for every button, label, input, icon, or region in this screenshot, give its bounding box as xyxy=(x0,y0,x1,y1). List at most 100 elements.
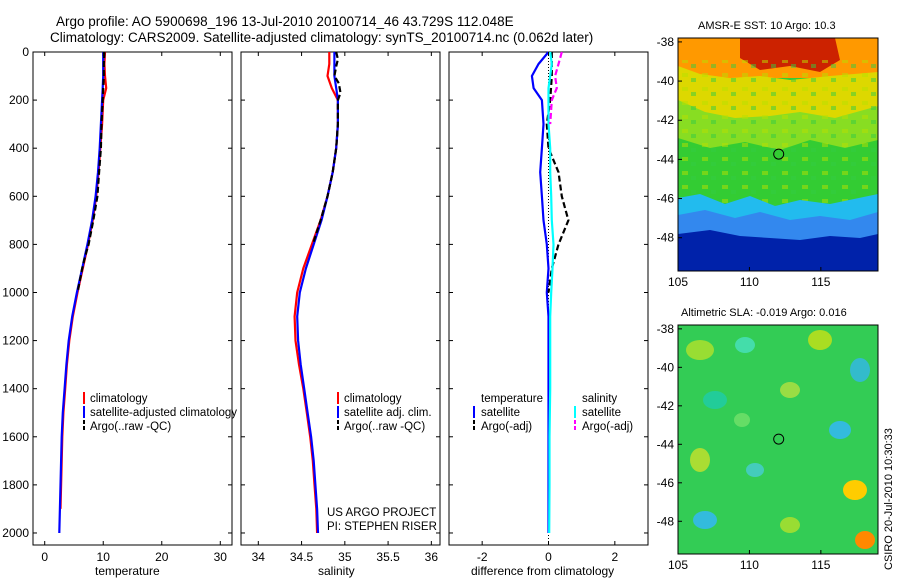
temperature-xlabel: temperature xyxy=(95,564,160,578)
legend-argo-label: Argo(..raw -QC) xyxy=(344,421,425,433)
sla-blob xyxy=(734,413,750,427)
map-y-tick-label: -40 xyxy=(657,74,675,88)
sla-argo-location-marker xyxy=(773,433,785,445)
legend-salinity-heading: salinity xyxy=(582,393,617,405)
map-x-tick-label: 110 xyxy=(740,275,759,289)
sla-blob xyxy=(855,531,875,549)
sla-blob xyxy=(686,340,714,360)
map-y-tick-label: -44 xyxy=(657,152,675,166)
map-y-tick-label: -40 xyxy=(657,360,675,374)
map-y-tick-label: -48 xyxy=(657,514,675,528)
x-tick-label: 0 xyxy=(545,550,552,564)
side-timestamp: CSIRO 20-Jul-2010 10:30:33 xyxy=(883,428,895,570)
series-climatology xyxy=(293,52,339,534)
y-tick-label: 1000 xyxy=(2,285,29,299)
sla-blob xyxy=(850,358,870,382)
legend-climatology-label: climatology xyxy=(90,393,148,405)
sla-blob xyxy=(703,391,727,409)
x-tick-label: 35.5 xyxy=(376,550,400,564)
map-y-tick-label: -42 xyxy=(657,399,675,413)
x-tick-label: 20 xyxy=(155,550,169,564)
legend-satellite-label: satellite-adjusted climatology xyxy=(90,407,237,419)
sla-blob xyxy=(693,511,717,529)
map-y-tick-label: -38 xyxy=(657,322,675,336)
legend-temp-argo-label: Argo(-adj) xyxy=(481,421,532,433)
x-tick-label: 35 xyxy=(338,550,352,564)
sla-blob xyxy=(808,330,832,350)
salinity-xlabel: salinity xyxy=(318,564,355,578)
salinity-axes xyxy=(240,51,441,546)
sst-map-ticks: 105 110 115 -38 -40 -42 -44 -46 -48 xyxy=(657,35,831,289)
y-tick-label: 1800 xyxy=(2,478,29,492)
x-tick-label: 34 xyxy=(252,550,266,564)
credit-line-2: PI: STEPHEN RISER xyxy=(327,521,437,533)
sla-blob xyxy=(780,517,800,533)
y-tick-label: 1200 xyxy=(2,334,29,348)
y-tick-label: 600 xyxy=(9,189,29,203)
map-y-tick-label: -38 xyxy=(657,35,675,49)
map-y-tick-label: -44 xyxy=(657,437,675,451)
sst-argo-location-marker xyxy=(773,148,785,160)
legend-argo-label: Argo(..raw -QC) xyxy=(90,421,171,433)
map-x-tick-label: 115 xyxy=(811,558,830,572)
x-tick-label: -2 xyxy=(477,550,488,564)
x-tick-label: 30 xyxy=(214,550,228,564)
x-tick-label: 36 xyxy=(425,550,439,564)
map-x-tick-label: 105 xyxy=(668,275,688,289)
x-tick-label: 2 xyxy=(611,550,618,564)
sla-blob xyxy=(843,480,867,500)
sla-map-frame xyxy=(677,324,879,555)
sst-map xyxy=(677,37,879,272)
map-y-tick-label: -48 xyxy=(657,231,675,245)
title-line-2: Climatology: CARS2009. Satellite-adjuste… xyxy=(50,30,593,45)
credit-line-1: US ARGO PROJECT xyxy=(327,507,436,519)
map-x-tick-label: 115 xyxy=(811,275,830,289)
sst-cold-band xyxy=(678,230,878,271)
sla-blob xyxy=(746,463,764,477)
y-tick-label: 1600 xyxy=(2,430,29,444)
map-y-tick-label: -46 xyxy=(657,192,675,206)
sla-map-ticks: 105 110 115 -38 -40 -42 -44 -46 -48 xyxy=(657,322,831,572)
legend-temp-satellite-label: satellite xyxy=(481,407,520,419)
y-tick-label: 1400 xyxy=(2,382,29,396)
series-salinity-satellite xyxy=(547,51,555,534)
salinity-legend: climatology satellite adj. clim. Argo(..… xyxy=(337,392,432,433)
series-satellite-adjusted-climatology xyxy=(58,52,105,534)
x-tick-label: 0 xyxy=(41,550,48,564)
sla-map xyxy=(677,324,879,555)
sla-map-title: Altimetric SLA: -0.019 Argo: 0.016 xyxy=(681,307,847,319)
series-argo-raw-qc- xyxy=(311,51,342,245)
title-line-1: Argo profile: AO 5900698_196 13-Jul-2010… xyxy=(56,14,514,29)
y-tick-label: 200 xyxy=(9,93,29,107)
legend-sal-argo-label: Argo(-adj) xyxy=(582,421,633,433)
y-tick-label: 2000 xyxy=(2,526,29,540)
difference-plot: -2 0 2 xyxy=(449,51,648,564)
x-tick-label: 10 xyxy=(97,550,111,564)
temperature-legend: climatology satellite-adjusted climatolo… xyxy=(83,392,237,433)
sst-noise-texture xyxy=(678,60,878,210)
temperature-axes xyxy=(32,51,233,546)
sst-map-frame xyxy=(677,37,879,272)
map-x-tick-label: 110 xyxy=(740,558,759,572)
sla-blob xyxy=(780,382,800,398)
legend-satellite-label: satellite adj. clim. xyxy=(344,407,432,419)
legend-climatology-label: climatology xyxy=(344,393,402,405)
sla-blob xyxy=(735,337,755,353)
sla-blob xyxy=(690,448,710,472)
y-tick-label: 0 xyxy=(22,45,29,59)
legend-sal-satellite-label: satellite xyxy=(582,407,621,419)
y-tick-label: 400 xyxy=(9,141,29,155)
series-salinity-argo-adj- xyxy=(549,51,563,125)
legend-temperature-heading: temperature xyxy=(481,393,543,405)
series-climatology xyxy=(59,51,108,509)
difference-legend: temperature satellite Argo(-adj) salinit… xyxy=(473,393,633,433)
map-y-tick-label: -42 xyxy=(657,113,675,127)
sst-map-title: AMSR-E SST: 10 Argo: 10.3 xyxy=(698,20,836,32)
difference-xlabel: difference from climatology xyxy=(471,564,614,578)
x-tick-label: 34.5 xyxy=(290,550,314,564)
series-argo-raw-qc- xyxy=(76,51,106,293)
salinity-plot: 34 34.5 35 35.5 36 xyxy=(241,51,440,564)
series-satellite-adj-clim- xyxy=(296,52,339,534)
map-y-tick-label: -46 xyxy=(657,476,675,490)
